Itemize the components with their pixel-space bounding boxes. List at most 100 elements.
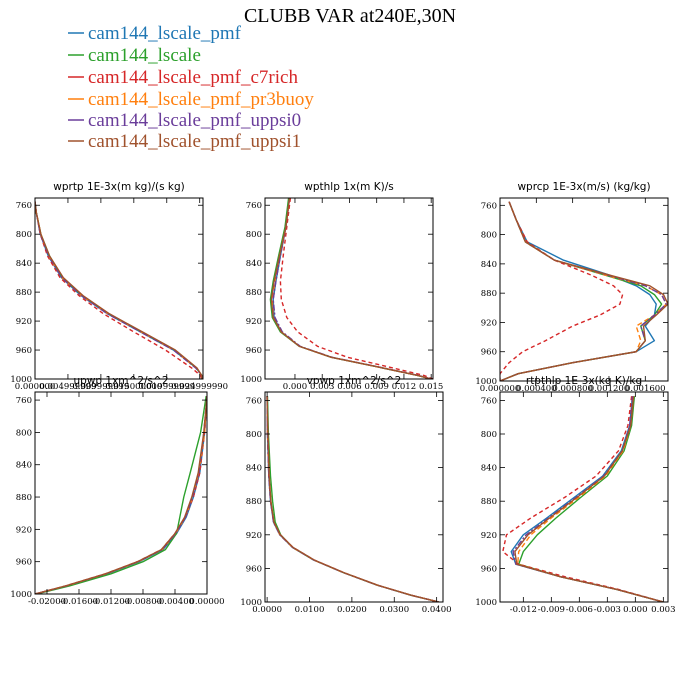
x-tick-label: 0.015000000 [105,382,162,392]
y-tick-label: 800 [16,230,32,240]
y-tick-label: 880 [481,497,497,507]
x-tick-label: 0.000 [623,605,647,615]
series-line [514,396,664,602]
series-line [500,201,624,381]
x-tick-label: 0.0200 [337,605,367,615]
x-tick-label: 0.0300 [379,605,409,615]
y-tick-label: 1000 [475,377,497,387]
series-line [500,201,667,381]
series-line [35,395,207,594]
x-tick-label: 0.003 [310,382,334,392]
x-tick-label: 0.000400 [516,384,557,394]
plot-frame [499,197,669,382]
panel-title: upwp 1xm^2/s^2 [74,375,169,387]
series-line [272,198,432,379]
panel-4: upwp 1xm^2/s^27608008408809209601000-0.0… [10,375,224,607]
panel-title: wpthlp 1x(m K)/s [304,181,394,193]
series-group [502,396,664,602]
y-tick-label: 800 [16,428,32,438]
y-tick-label: 760 [16,396,32,406]
y-tick-label: 1000 [240,598,262,608]
series-line [270,198,432,379]
y-tick-label: 920 [246,531,262,541]
x-tick-label: -0.01600 [60,597,98,607]
y-tick-label: 840 [246,259,262,269]
y-tick-label: 880 [246,288,262,298]
x-tick-label: 0.001600 [625,384,666,394]
series-group [500,201,668,381]
legend-label: cam144_lscale [88,45,201,66]
x-tick-label: 0.000000 [15,382,56,392]
x-tick-label: -0.003 [594,605,621,615]
panel-6: rtpthlp 1E-3x(kg K)/kg 760 800 840 880 920 960… [475,375,675,615]
plot-frame [264,197,434,380]
x-tick-label: 0.012 [392,382,416,392]
plot-frame [499,391,669,603]
series-line [500,201,668,381]
y-tick-label: 960 [481,348,497,358]
x-tick-label: -0.009 [538,605,565,615]
plot-frame [34,391,208,595]
y-tick-label: 760 [481,396,497,406]
legend-label: cam144_lscale_pmf [88,23,242,44]
panel-title: wprtp 1E-3x(m kg)/(s kg) [53,181,184,193]
legend-entry: cam144_lscale_pmf_pr3buoy [68,89,314,110]
y-tick-label: 840 [246,464,262,474]
panel-2: wpthlp 1x(m K)/s 760 800 840 880 920 960 1000 0.… [240,181,443,392]
y-tick-label: 800 [481,231,497,241]
x-tick-label: 0.004999999 [40,382,97,392]
series-line [266,396,439,602]
x-tick-label: -0.00400 [156,597,194,607]
plot-frame [34,197,204,380]
series-group [35,395,207,594]
x-tick-label: -0.006 [566,605,593,615]
y-tick-label: 960 [16,346,32,356]
y-tick-label: 880 [16,288,32,298]
y-tick-label: 1000 [475,598,497,608]
y-tick-label: 760 [246,201,262,211]
legend-entry: cam144_lscale_pmf_c7rich [68,67,298,88]
series-line [279,198,433,379]
series-line [517,396,664,602]
y-tick-label: 960 [481,564,497,574]
x-tick-label: 0.0100 [295,605,325,615]
x-tick-label: 0.000 [283,382,307,392]
legend-label: cam144_lscale_pmf_uppsi1 [88,131,301,152]
x-tick-label: 0.0000 [252,605,282,615]
series-line [35,395,207,594]
legend-label: cam144_lscale_pmf_pr3buoy [88,89,314,110]
y-tick-label: 800 [481,430,497,440]
panel-title: wprcp 1E-3x(m/s) (kg/kg) [517,181,650,193]
y-tick-label: 960 [16,558,32,568]
series-line [266,396,439,602]
series-line [266,396,439,602]
legend-label: cam144_lscale_pmf_uppsi0 [88,110,301,131]
x-tick-label: -0.01200 [92,597,130,607]
y-tick-label: 920 [246,317,262,327]
x-tick-label: 0.001200 [589,384,630,394]
series-line [500,201,663,381]
y-tick-label: 800 [246,230,262,240]
series-line [266,396,439,602]
panel-title: rtpthlp 1E-3x(kg K)/kg [526,375,642,387]
series-group [266,396,439,602]
x-tick-label: 0.000000 [480,384,521,394]
legend-label: cam144_lscale_pmf_c7rich [88,67,298,88]
x-tick-label: 0.0400 [422,605,452,615]
series-line [36,395,207,594]
panel-3: wprcp 1E-3x(m/s) (kg/kg) 760 800 840 880 920 9… [475,181,669,394]
y-tick-label: 960 [246,346,262,356]
y-tick-label: 840 [16,259,32,269]
legend-entry: cam144_lscale_pmf [68,23,242,44]
x-tick-label: 0.00000 [189,597,224,607]
x-tick-label: 0.003 [651,605,675,615]
y-tick-label: 960 [246,564,262,574]
x-tick-label: -0.02000 [28,597,66,607]
y-tick-label: 760 [246,396,262,406]
series-line [266,396,439,602]
series-line [269,198,432,379]
x-tick-label: 0.000800 [552,384,593,394]
panel-1: wprtp 1E-3x(m kg)/(s kg) 760 800 840 880 920 9… [10,181,228,392]
series-line [35,395,207,594]
